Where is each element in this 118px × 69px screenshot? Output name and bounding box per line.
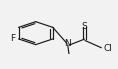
Text: S: S — [82, 22, 88, 31]
Text: F: F — [11, 34, 16, 43]
Text: Cl: Cl — [103, 44, 112, 53]
Text: N: N — [64, 39, 71, 48]
